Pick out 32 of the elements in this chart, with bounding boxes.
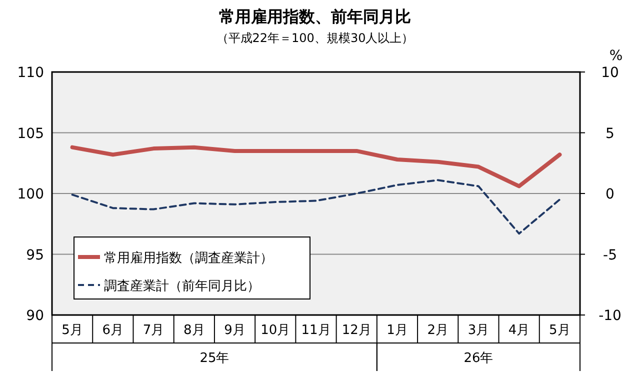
y2-tick-label: -5 <box>603 247 617 264</box>
line-series <box>71 179 561 235</box>
chart-subtitle: （平成22年＝100、規模30人以上） <box>216 31 414 45</box>
x-tick-label: 3月 <box>468 323 490 338</box>
y-tick-label: 110 <box>17 65 44 81</box>
x-tick-label: 7月 <box>142 323 164 338</box>
x-tick-label: 11月 <box>301 323 331 338</box>
x-tick-label: 5月 <box>62 323 83 338</box>
legend-label: 調査産業計（前年同月比） <box>104 278 260 294</box>
x-tick-label: 1月 <box>386 323 408 338</box>
y2-tick-label: -10 <box>598 308 622 324</box>
x-tick-label: 9月 <box>224 323 246 338</box>
y-tick-label: 90 <box>26 308 44 324</box>
x-tick-label: 2月 <box>427 323 448 338</box>
x-tick-label: 6月 <box>102 323 124 338</box>
y2-tick-label: 10 <box>601 65 619 81</box>
text: 25年 <box>200 351 230 366</box>
y-tick-label: 100 <box>17 186 44 202</box>
legend-label: 常用雇用指数（調査産業計） <box>104 250 273 266</box>
y-tick-label: 105 <box>17 126 44 142</box>
text: 26年 <box>464 351 494 366</box>
y2-axis-title: % <box>609 48 623 64</box>
x-tick-label: 12月 <box>342 323 372 338</box>
x-tick-label: 4月 <box>508 323 530 338</box>
y-tick-label: 95 <box>26 247 44 264</box>
y2-tick-label: 5 <box>606 126 614 142</box>
y2-tick-label: 0 <box>606 186 614 202</box>
line-series <box>70 145 562 188</box>
x-tick-label: 10月 <box>260 323 290 338</box>
x-tick-label: 5月 <box>549 323 570 338</box>
x-tick-label: 8月 <box>184 323 205 338</box>
chart-title: 常用雇用指数、前年同月比 <box>219 7 411 26</box>
